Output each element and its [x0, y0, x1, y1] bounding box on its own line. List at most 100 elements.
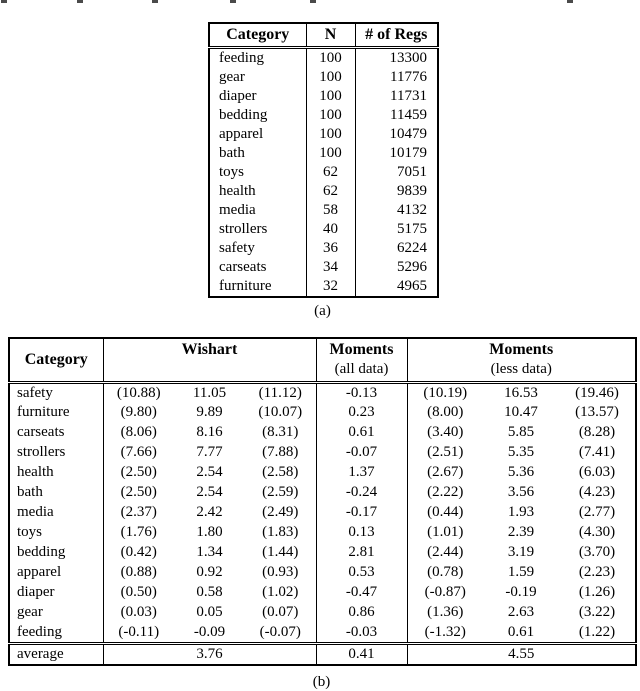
- moments-less-high-cell: (1.26): [578, 584, 616, 600]
- num-regs-cell: 5296: [354, 257, 438, 277]
- table-row: bath 100 10179: [209, 143, 438, 163]
- category-cell: carseats: [219, 258, 267, 275]
- table-row: feeding 100 13300: [209, 47, 438, 68]
- column-header-wishart: Wishart: [102, 338, 316, 384]
- moments-less-high-cell: (2.23): [578, 564, 616, 580]
- category-regs-table: Category N # of Regs feeding 100 13300 gear…: [208, 22, 439, 298]
- header-row: Category N # of Regs: [209, 23, 438, 49]
- moments-all-cell: 0.61: [315, 422, 407, 443]
- table-row: bedding (0.42) 1.34 (1.44) 2.81 (2.44) 3.19 (3.…: [9, 542, 636, 563]
- wishart-high-cell: (1.02): [262, 584, 299, 600]
- moments-all-cell: 2.81: [315, 542, 407, 563]
- n-cell: 32: [305, 276, 355, 297]
- wishart-high-cell: (1.44): [262, 544, 299, 560]
- category-cell: apparel: [219, 125, 264, 142]
- moments-less-estimate-cell: 3.19: [507, 544, 535, 560]
- category-cell: media: [17, 504, 54, 520]
- category-cell: carseats: [17, 424, 65, 440]
- wishart-low-cell: (0.50): [102, 582, 174, 603]
- num-regs-cell: 7051: [354, 162, 438, 182]
- wishart-low-cell: (-0.11): [102, 622, 174, 643]
- category-cell: bedding: [219, 106, 268, 123]
- wishart-low-cell: (0.03): [102, 602, 174, 623]
- table-row: safety 36 6224: [209, 238, 438, 258]
- category-cell: bedding: [17, 544, 66, 560]
- moments-less-low-cell: (-1.32): [406, 622, 483, 643]
- category-cell: safety: [219, 239, 255, 256]
- category-cell: safety: [17, 384, 53, 401]
- category-cell: gear: [219, 68, 245, 85]
- moments-less-high-cell: (4.23): [578, 484, 616, 500]
- moments-less-high-cell: (4.30): [578, 524, 616, 540]
- moments-less-high-cell: (8.28): [578, 424, 616, 440]
- header-row: Category Wishart Moments (all data) Mome…: [9, 338, 636, 384]
- caption-b: (b): [312, 673, 331, 690]
- moments-less-estimate-cell: 5.85: [507, 424, 535, 440]
- wishart-high-cell: (1.83): [262, 524, 299, 540]
- category-cell: furniture: [17, 404, 70, 420]
- moments-less-low-cell: (1.36): [406, 602, 483, 623]
- average-moments-all-cell: 0.41: [315, 641, 407, 665]
- table-row: feeding (-0.11) -0.09 (-0.07) -0.03 (-1.32) 0.…: [9, 622, 636, 643]
- moments-less-low-cell: (2.44): [406, 542, 483, 563]
- moments-less-sublabel: (less data): [490, 361, 552, 377]
- n-cell: 40: [305, 219, 355, 239]
- num-regs-cell: 13300: [354, 47, 438, 68]
- moments-all-label: Moments: [329, 341, 394, 358]
- table-row: diaper (0.50) 0.58 (1.02) -0.47 (-0.87) -0.19 (…: [9, 582, 636, 603]
- wishart-high-cell: (11.12): [258, 384, 302, 401]
- wishart-high-cell: (10.07): [258, 404, 303, 420]
- category-cell: media: [219, 201, 256, 218]
- category-cell: strollers: [219, 220, 268, 237]
- moments-less-estimate-cell: 1.93: [507, 504, 535, 520]
- moments-less-estimate-cell: 2.39: [507, 524, 535, 540]
- num-regs-cell: 6224: [354, 238, 438, 258]
- category-cell: toys: [17, 524, 43, 540]
- table-row: media (2.37) 2.42 (2.49) -0.17 (0.44) 1.93 (2.7…: [9, 502, 636, 523]
- n-cell: 58: [305, 200, 355, 220]
- wishart-high-cell: (0.07): [262, 604, 299, 620]
- category-cell: bath: [17, 484, 43, 500]
- wishart-estimate-cell: 0.92: [196, 564, 223, 580]
- moments-less-low-cell: (2.67): [406, 462, 483, 483]
- moments-less-high-cell: (7.41): [578, 444, 616, 460]
- table-row: toys 62 7051: [209, 162, 438, 182]
- moments-all-cell: 0.86: [315, 602, 407, 623]
- moments-less-high-cell: (3.70): [578, 544, 616, 560]
- caption-a: (a): [314, 302, 331, 319]
- moments-less-high-cell: (6.03): [578, 464, 616, 480]
- average-moments-less-cell: 4.55: [406, 641, 636, 665]
- clipped-glyph-fragment: [567, 0, 573, 3]
- n-cell: 100: [305, 67, 355, 87]
- moments-all-cell: -0.17: [315, 502, 407, 523]
- clipped-glyph-fragment: [77, 0, 83, 3]
- category-cell: strollers: [17, 444, 66, 460]
- num-regs-cell: 11459: [354, 105, 438, 125]
- category-cell: feeding: [219, 49, 264, 66]
- table-row: apparel (0.88) 0.92 (0.93) 0.53 (0.78) 1.59 (2.…: [9, 562, 636, 583]
- moments-less-estimate-cell: 16.53: [504, 384, 538, 401]
- n-cell: 100: [305, 124, 355, 144]
- category-cell: apparel: [17, 564, 62, 580]
- wishart-estimate-cell: 11.05: [192, 384, 227, 401]
- category-cell: health: [219, 182, 256, 199]
- moments-less-estimate-cell: 5.36: [507, 464, 535, 480]
- moments-all-cell: 0.23: [315, 402, 407, 423]
- wishart-high-cell: (2.59): [262, 484, 299, 500]
- wishart-estimate-cell: 9.89: [196, 404, 223, 420]
- moments-less-low-cell: (2.51): [406, 442, 483, 463]
- wishart-estimate-cell: 2.54: [196, 484, 223, 500]
- moments-less-low-cell: (0.44): [406, 502, 483, 523]
- moments-all-cell: 0.13: [315, 522, 407, 543]
- table-row: media 58 4132: [209, 200, 438, 220]
- table-row: health (2.50) 2.54 (2.58) 1.37 (2.67) 5.36 (6.0…: [9, 462, 636, 483]
- estimates-table: Category Wishart Moments (all data) Mome…: [8, 337, 637, 666]
- n-cell: 34: [305, 257, 355, 277]
- n-cell: 62: [305, 162, 355, 182]
- wishart-low-cell: (1.76): [102, 522, 174, 543]
- wishart-estimate-cell: 0.58: [196, 584, 223, 600]
- category-cell: bath: [219, 144, 245, 161]
- figure-b: Category Wishart Moments (all data) Mome…: [8, 337, 637, 691]
- category-cell: toys: [219, 163, 245, 180]
- num-regs-cell: 4965: [354, 276, 438, 297]
